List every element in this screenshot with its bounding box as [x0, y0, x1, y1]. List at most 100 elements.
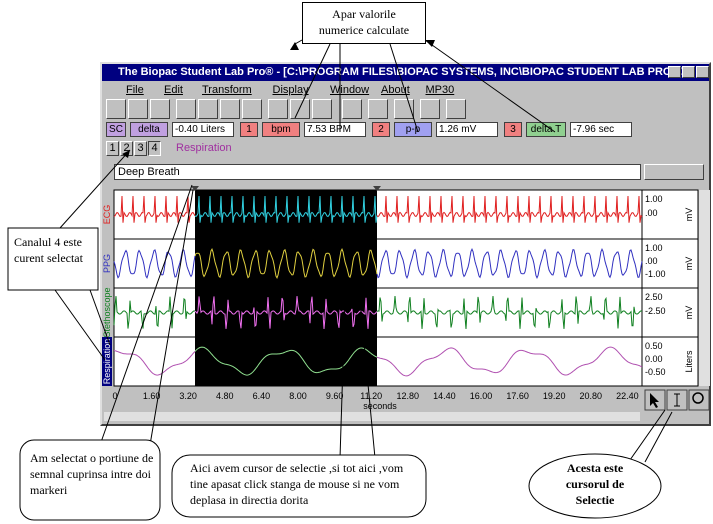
tool-button[interactable] [106, 99, 126, 119]
channel-button[interactable]: 3 [134, 141, 147, 156]
menu-item[interactable]: Edit [164, 84, 183, 96]
minimize-button[interactable] [668, 66, 681, 78]
x-tick-label: 0 [112, 391, 117, 401]
meas-type[interactable]: delta [130, 122, 168, 137]
unit-label: mV [684, 208, 694, 222]
tool-button[interactable] [242, 99, 262, 119]
toolbar [106, 99, 466, 121]
x-tick-label: 6.40 [253, 391, 271, 401]
waveform [376, 346, 643, 377]
meas-type[interactable]: delta T [526, 122, 566, 137]
tool-button[interactable] [128, 99, 148, 119]
scale-label: 0.00 [645, 354, 663, 364]
close-button[interactable] [696, 66, 709, 78]
tool-button[interactable] [342, 99, 362, 119]
maximize-button[interactable] [682, 66, 695, 78]
menu-item[interactable]: Display [272, 84, 309, 96]
unit-label: Liters [684, 350, 694, 373]
journal-nav[interactable] [644, 164, 704, 180]
channel-button[interactable]: 1 [106, 141, 119, 156]
meas-channel[interactable]: 2 [372, 122, 390, 137]
callout-channel: Canalul 4 este curent selectat [14, 235, 83, 265]
x-tick-label: 3.20 [179, 391, 197, 401]
channel-label: PPG [102, 254, 112, 273]
x-tick-label: 20.80 [580, 391, 603, 401]
app-window: The Biopac Student Lab Pro® - [C:\PROGRA… [100, 62, 711, 426]
tool-button[interactable] [368, 99, 388, 119]
arrow-icon [650, 393, 659, 408]
unit-label: mV [684, 257, 694, 271]
channel-label: Respiration [102, 339, 112, 385]
callout-values: Apar valorile numerice calculate [302, 2, 426, 44]
scale-label: -0.50 [645, 367, 666, 377]
callout-selection-tool: Acesta este cursorul de Selectie [565, 461, 625, 507]
waveform [194, 296, 378, 330]
scale-label: .00 [645, 208, 658, 218]
meas-type[interactable]: p-p [394, 122, 432, 137]
ibeam-icon [674, 393, 680, 407]
tool-button[interactable] [268, 99, 288, 119]
x-axis-label: seconds [363, 401, 397, 411]
x-tick-label: 12.80 [397, 391, 420, 401]
channel-button[interactable]: 4 [148, 141, 161, 156]
journal-field[interactable]: Deep Breath [114, 164, 641, 180]
meas-channel[interactable]: 1 [240, 122, 258, 137]
v-scroll [699, 190, 710, 386]
callout-selection: Am selectat o portiune de semnal cuprins… [30, 451, 154, 497]
waveform [376, 247, 643, 280]
waveform [113, 248, 196, 279]
meas-type[interactable]: bpm [262, 122, 300, 137]
meas-channel[interactable]: 3 [504, 122, 522, 137]
meas-value: 1.26 mV [436, 122, 498, 137]
meas-channel[interactable]: SC [106, 122, 126, 137]
tool-button[interactable] [150, 99, 170, 119]
tool-button[interactable] [420, 99, 440, 119]
x-tick-label: 8.00 [289, 391, 307, 401]
tool-button[interactable] [198, 99, 218, 119]
x-tick-label: 16.00 [470, 391, 493, 401]
scale-label: 1.00 [645, 194, 663, 204]
x-tick-label: 11.20 [360, 391, 382, 401]
scale-label: 2.50 [645, 292, 663, 302]
meas-value: 7.53 BPM [304, 122, 366, 137]
waveform [113, 350, 196, 376]
menu-item[interactable]: Transform [202, 84, 252, 96]
channel-label-bg [102, 337, 112, 386]
zoom-icon [692, 392, 704, 404]
scale-label: -1.00 [645, 269, 666, 279]
waveform [113, 296, 196, 329]
waveform [194, 195, 378, 223]
waveform [376, 295, 643, 330]
marker [191, 186, 199, 191]
channel-label: Stethoscope [102, 287, 112, 337]
scale-label: 0.50 [645, 341, 663, 351]
meas-value: -0.40 Liters [172, 122, 234, 137]
tool-button[interactable] [176, 99, 196, 119]
x-tick-label: 22.40 [616, 391, 639, 401]
tool-button[interactable] [312, 99, 332, 119]
menu-item[interactable]: MP30 [425, 84, 455, 96]
tool-button[interactable] [220, 99, 240, 119]
x-tick-label: 17.60 [506, 391, 529, 401]
waveform [376, 195, 643, 223]
x-tick-label: 14.40 [433, 391, 456, 401]
plot-area: ECG 1.00 .00 mV PPG 1.00 .00 -1.00 mV Stethoscope… [102, 186, 710, 421]
tool-button[interactable] [446, 99, 466, 119]
menu-item[interactable]: About [381, 84, 410, 96]
window-title: The Biopac Student Lab Pro® - [C:\PROGRA… [118, 66, 694, 78]
tool-button[interactable] [290, 99, 310, 119]
marker [373, 186, 381, 191]
x-tick-label: 19.20 [543, 391, 566, 401]
active-channel: Respiration [176, 142, 232, 154]
menu-item[interactable]: File [126, 84, 144, 96]
measurement-row: SC delta -0.40 Liters 1 bpm 7.53 BPM 2 p-p 1.26 … [106, 122, 706, 139]
waveform [194, 248, 378, 279]
scale-label: -2.50 [645, 306, 666, 316]
x-tick-label: 1.60 [143, 391, 161, 401]
waveform [194, 346, 378, 376]
scale-label: .00 [645, 256, 658, 266]
x-tick-label: 9.60 [326, 391, 344, 401]
scale-label: 1.00 [645, 243, 663, 253]
